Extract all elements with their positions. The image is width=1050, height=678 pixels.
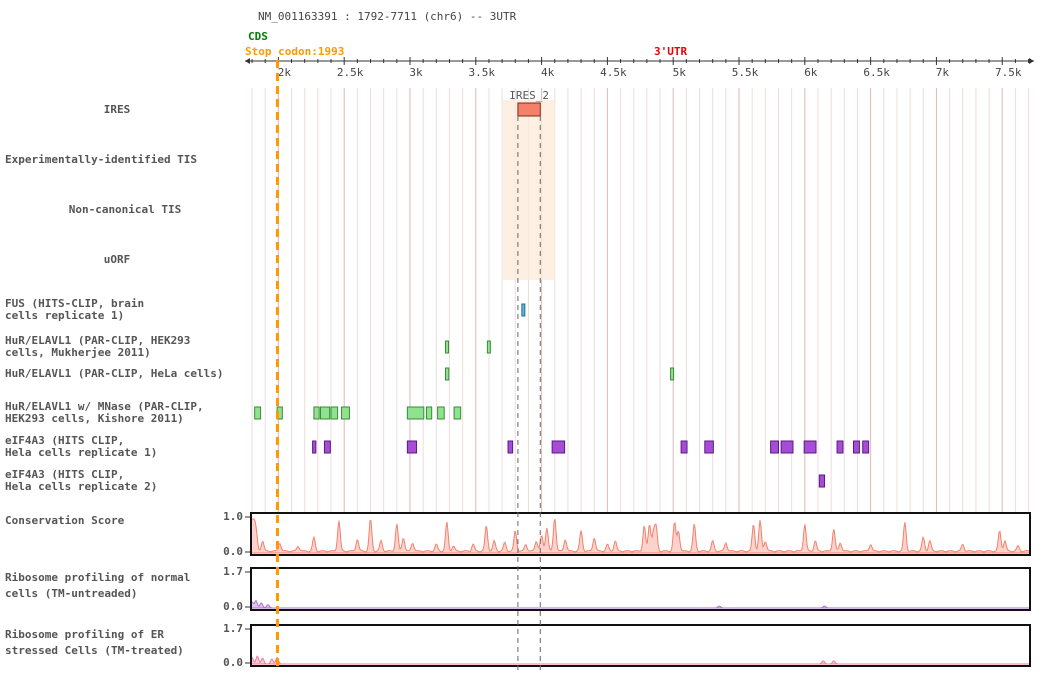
track-features: IRES_2 [254, 89, 870, 488]
signal-ymax-label: 1.7 [223, 622, 243, 635]
eif4a3-feature [836, 440, 844, 454]
eif4a3-feature [803, 440, 817, 454]
axis-tick-label: 4.5k [600, 66, 627, 79]
hur-feature [445, 367, 450, 381]
eif4a3-feature [507, 440, 514, 454]
axis-tick-label: 5k [673, 66, 687, 79]
coordinate-axis: 2k 2.5k 3k 3.5k 4k 4.5k 5k 5.5k 6k 6.5k 7k 7.5k [245, 57, 1034, 79]
fus-feature [521, 303, 526, 317]
hur-feature [319, 406, 331, 420]
track-label: uORF [104, 253, 131, 266]
signal-track-label: Ribosome profiling of normal [5, 571, 190, 584]
track-label: eIF4A3 (HITS CLIP, [5, 468, 124, 481]
hur-feature [406, 406, 425, 420]
signal-ymax-label: 1.7 [223, 565, 243, 578]
eif4a3-feature [551, 440, 566, 454]
signal-tracks: Conservation Score 1.0 0.0 Ribosome profili… [5, 510, 1031, 669]
hur-feature [445, 340, 450, 354]
hur-feature [313, 406, 320, 420]
hur-feature [254, 406, 262, 420]
signal-track-label: cells (TM-untreaded) [5, 587, 137, 600]
track-label: HuR/ELAVL1 (PAR-CLIP, HEK293 [5, 334, 190, 347]
track-label: FUS (HITS-CLIP, brain [5, 297, 144, 310]
track-label: Hela cells replicate 2) [5, 480, 157, 493]
eif4a3-feature [680, 440, 688, 454]
axis-tick-label: 3.5k [469, 66, 496, 79]
signal-area [250, 599, 1030, 609]
eif4a3-feature [312, 440, 317, 454]
signal-track-label: Conservation Score [5, 514, 125, 527]
axis-tick-label: 6.5k [863, 66, 890, 79]
axis-tick-label: 5.5k [732, 66, 759, 79]
axis-arrow-left [245, 58, 250, 64]
axis-tick-label: 6k [804, 66, 818, 79]
axis-arrow-right [1029, 58, 1034, 64]
signal-ymax-label: 1.0 [223, 510, 243, 523]
ires-feature [517, 102, 541, 117]
cds-label: CDS [248, 30, 268, 43]
hur-feature [670, 367, 675, 381]
hur-feature [453, 406, 462, 420]
track-labels: IRES Experimentally-identified TIS Non-can… [5, 103, 224, 493]
signal-ymin-label: 0.0 [223, 545, 243, 558]
axis-tick-label: 2k [278, 66, 292, 79]
eif4a3-feature [818, 474, 826, 488]
signal-frame [250, 512, 1031, 556]
axis-tick-label: 7.5k [995, 66, 1022, 79]
hur-feature [330, 406, 339, 420]
signal-ymin-label: 0.0 [223, 600, 243, 613]
track-label: cells replicate 1) [5, 309, 124, 322]
track-label: Experimentally-identified TIS [5, 153, 197, 166]
track-label: HuR/ELAVL1 (PAR-CLIP, HeLa cells) [5, 367, 224, 380]
signal-track-label: Ribosome profiling of ER [5, 628, 164, 641]
eif4a3-feature [862, 440, 870, 454]
track-label: eIF4A3 (HITS CLIP, [5, 434, 124, 447]
axis-tick-label: 7k [936, 66, 950, 79]
axis-tick-label: 4k [541, 66, 555, 79]
axis-tick-label: 2.5k [337, 66, 364, 79]
track-label: IRES [104, 103, 131, 116]
signal-area [250, 518, 1031, 554]
eif4a3-feature [780, 440, 794, 454]
track-label: HEK293 cells, Kishore 2011) [5, 412, 184, 425]
eif4a3-feature [853, 440, 860, 454]
hur-feature [341, 406, 350, 420]
hur-feature [425, 406, 433, 420]
hur-feature [486, 340, 491, 354]
track-label: Hela cells replicate 1) [5, 446, 157, 459]
eif4a3-feature [323, 440, 331, 454]
ires-feature-label: IRES_2 [509, 89, 549, 102]
signal-ymin-label: 0.0 [223, 656, 243, 669]
hur-feature [437, 406, 445, 420]
signal-track-label: stressed Cells (TM-treated) [5, 644, 184, 657]
track-label: Non-canonical TIS [69, 203, 182, 216]
eif4a3-feature [406, 440, 418, 454]
axis-tick-label: 3k [409, 66, 423, 79]
eif4a3-feature [704, 440, 714, 454]
eif4a3-feature [770, 440, 779, 454]
track-label: cells, Mukherjee 2011) [5, 346, 151, 359]
signal-frame [250, 567, 1031, 611]
ires-highlight-band [502, 100, 556, 280]
stop-codon-label: Stop codon:1993 [245, 45, 344, 58]
overlay-lines [275, 60, 541, 670]
transcript-title: NM_001163391 : 1792-7711 (chr6) -- 3UTR [258, 10, 517, 23]
signal-area [250, 655, 1030, 665]
signal-frame [250, 624, 1031, 667]
utr-label: 3'UTR [654, 45, 687, 58]
gridlines [251, 88, 1030, 512]
track-label: HuR/ELAVL1 w/ MNase (PAR-CLIP, [5, 400, 204, 413]
